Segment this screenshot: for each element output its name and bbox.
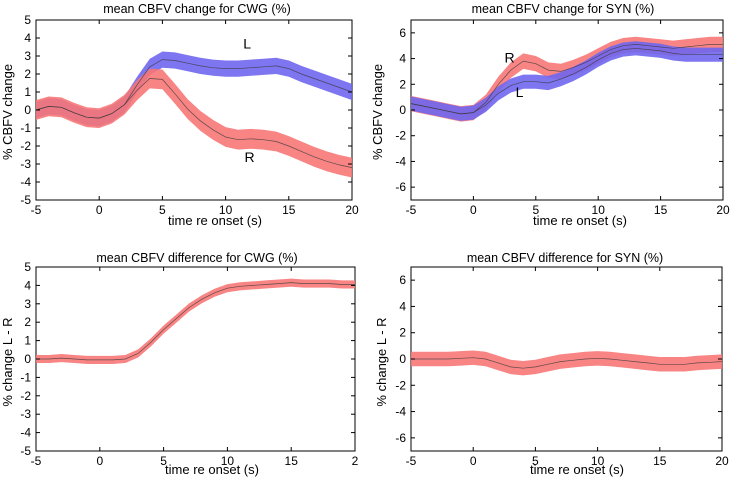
series-group — [411, 350, 722, 376]
series-group — [411, 36, 723, 122]
y-axis-label: % CBFV change — [370, 64, 385, 160]
y-tick-label: -4 — [20, 426, 31, 440]
y-axis-label: % change L - R — [0, 317, 15, 406]
y-tick-label: 2 — [399, 77, 406, 91]
y-tick-label: 0 — [399, 103, 406, 117]
y-tick-label: -5 — [20, 193, 31, 207]
chart-title: mean CBFV change for SYN (%) — [472, 2, 655, 16]
x-tick-label: 15 — [282, 203, 296, 217]
y-axis-label: % change L - R — [374, 317, 389, 406]
x-tick-label: 20 — [716, 203, 730, 217]
x-tick-label: -5 — [31, 454, 42, 468]
x-tick-label: 0 — [96, 203, 103, 217]
x-tick-label: 15 — [653, 454, 667, 468]
y-tick-label: 5 — [24, 13, 31, 27]
panel-cwg-difference: mean CBFV difference for CWG (%) -5 0 5 10 1… — [0, 251, 359, 477]
series-annotation: R — [245, 149, 255, 165]
y-tick-label: 4 — [399, 299, 406, 313]
x-tick-label: 15 — [654, 203, 668, 217]
x-tick-label: 0 — [96, 454, 103, 468]
y-tick-label: -3 — [20, 407, 31, 421]
y-tick-label: 6 — [399, 273, 406, 287]
y-tick-label: 5 — [24, 260, 31, 274]
series-mean-line-L-R — [411, 357, 722, 369]
y-tick-label: 2 — [399, 326, 406, 340]
chart-title: mean CBFV difference for SYN (%) — [467, 251, 663, 265]
x-tick-label: 2 — [352, 454, 359, 468]
y-axis-label: % CBFV change — [0, 64, 15, 160]
y-tick-label: 2 — [24, 67, 31, 81]
x-tick-label: 10 — [221, 454, 235, 468]
series-group — [36, 278, 355, 364]
y-tick-label: -2 — [20, 139, 31, 153]
y-tick-label: -6 — [395, 431, 406, 445]
y-tick-label: 0 — [24, 103, 31, 117]
panel-syn-difference: mean CBFV difference for SYN (%) -5 0 5 10 1… — [374, 251, 729, 477]
y-tick-label: -2 — [20, 389, 31, 403]
series-mean-line-L — [411, 47, 723, 115]
y-tick-label: 4 — [24, 278, 31, 292]
y-tick-label: -3 — [20, 157, 31, 171]
series-band-L-R — [411, 350, 722, 376]
y-tick-label: 3 — [24, 297, 31, 311]
y-tick-label: 1 — [24, 334, 31, 348]
y-tick-label: 6 — [399, 26, 406, 40]
x-axis-label: time re onset (s) — [533, 213, 627, 228]
plot-area: -5 0 5 10 15 20 -6 -4 -2 0 2 4 6 R L — [395, 19, 730, 217]
y-tick-label: 0 — [399, 352, 406, 366]
y-tick-label: -5 — [20, 444, 31, 458]
series-mean-line-L-R — [36, 282, 355, 361]
series-annotation: L — [243, 35, 251, 51]
y-tick-label: 4 — [399, 52, 406, 66]
y-tick-label: 3 — [24, 49, 31, 63]
plot-area: -5 0 5 10 15 20 -6 -4 -2 0 2 4 6 — [395, 266, 729, 468]
y-tick-label: -4 — [395, 154, 406, 168]
x-tick-label: 10 — [591, 454, 605, 468]
x-axis-label: time re onset (s) — [168, 213, 262, 228]
y-tick-label: 1 — [24, 85, 31, 99]
x-axis-label: time re onset (s) — [530, 462, 624, 477]
x-tick-label: 5 — [532, 454, 539, 468]
series-annotation: R — [505, 49, 515, 65]
x-tick-label: 0 — [470, 454, 477, 468]
x-tick-label: 5 — [159, 203, 166, 217]
y-tick-label: -4 — [395, 405, 406, 419]
series-group — [36, 51, 352, 178]
x-tick-label: 5 — [160, 454, 167, 468]
panel-syn-change: mean CBFV change for SYN (%) -5 0 5 10 15 20-… — [370, 2, 730, 228]
y-tick-label: -1 — [20, 370, 31, 384]
x-axis-label: time re onset (s) — [165, 462, 259, 477]
y-tick-label: 4 — [24, 31, 31, 45]
y-tick-label: -4 — [20, 175, 31, 189]
series-annotation: L — [516, 84, 524, 100]
x-tick-label: 20 — [715, 454, 729, 468]
x-tick-label: -5 — [31, 203, 42, 217]
y-tick-label: 0 — [24, 352, 31, 366]
y-tick-label: -2 — [395, 378, 406, 392]
x-tick-label: 5 — [532, 203, 539, 217]
y-tick-label: 2 — [24, 315, 31, 329]
series-mean-line-R — [36, 78, 352, 168]
y-tick-label: -6 — [395, 180, 406, 194]
x-tick-label: 0 — [470, 203, 477, 217]
x-tick-label: -5 — [406, 454, 417, 468]
x-tick-label: 20 — [345, 203, 359, 217]
x-tick-label: 10 — [219, 203, 233, 217]
y-tick-label: -1 — [20, 121, 31, 135]
panel-cwg-change: mean CBFV change for CWG (%) -5 0 5 10 15 20-… — [0, 2, 359, 228]
x-tick-label: 15 — [285, 454, 299, 468]
chart-title: mean CBFV difference for CWG (%) — [96, 251, 297, 265]
y-tick-label: -2 — [395, 129, 406, 143]
series-band-R — [36, 68, 352, 178]
series-band-L — [411, 41, 723, 121]
x-tick-label: -5 — [406, 203, 417, 217]
series-band-L-R — [36, 278, 355, 364]
chart-title: mean CBFV change for CWG (%) — [103, 2, 291, 16]
x-tick-label: 10 — [592, 203, 606, 217]
